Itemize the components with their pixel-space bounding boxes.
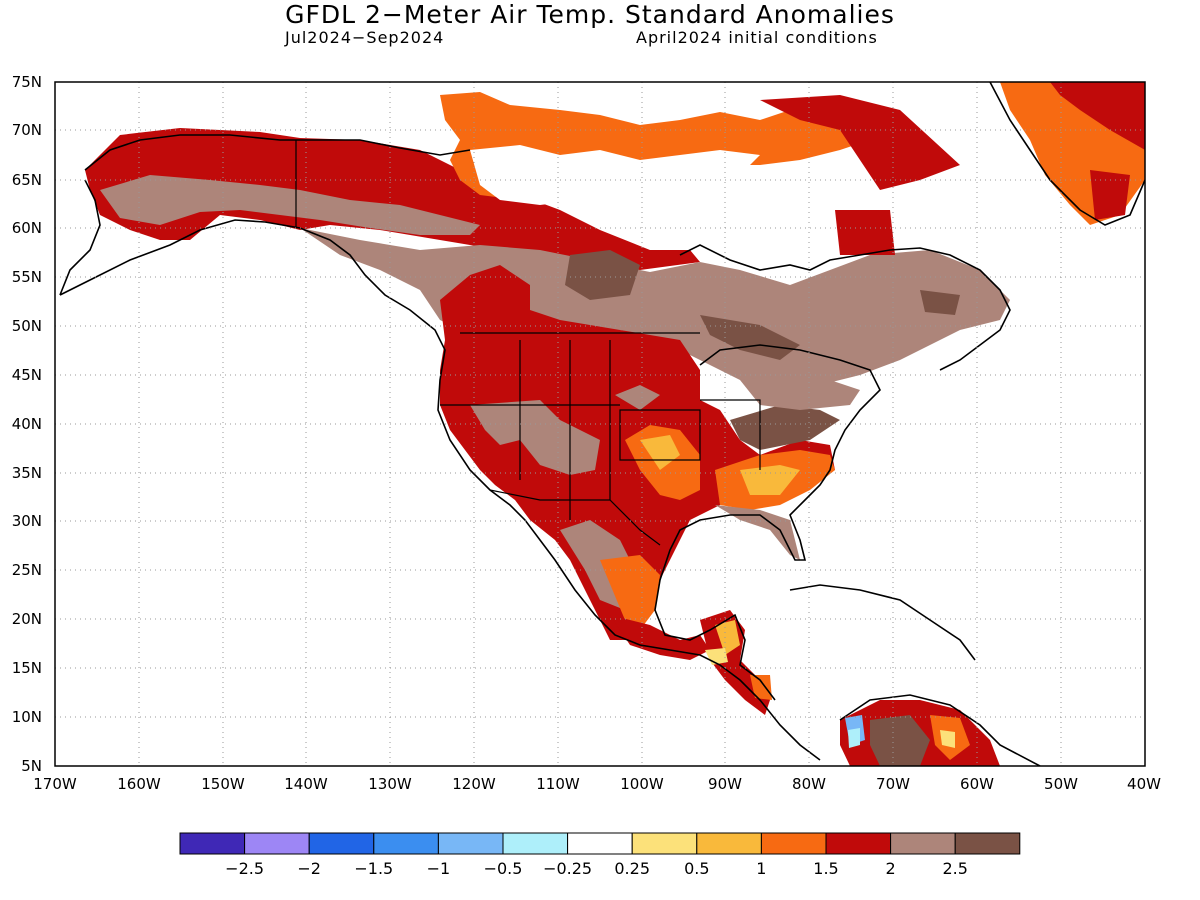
colorbar-swatch bbox=[696, 832, 762, 855]
colorbar-swatches bbox=[179, 832, 1021, 855]
initial-conditions: April2024 initial conditions bbox=[636, 28, 878, 47]
colorbar-swatch bbox=[954, 832, 1021, 855]
colorbar-label: −0.5 bbox=[484, 859, 523, 878]
colorbar-swatch bbox=[567, 832, 633, 855]
colorbar-label: 2.5 bbox=[942, 859, 967, 878]
lon-label: 130W bbox=[368, 775, 412, 793]
lon-label: 150W bbox=[201, 775, 245, 793]
colorbar-label: 0.25 bbox=[614, 859, 650, 878]
anomaly-region-canada bbox=[300, 228, 1010, 390]
forecast-period: Jul2024−Sep2024 bbox=[285, 28, 445, 47]
anomaly-region-alaska bbox=[85, 128, 700, 270]
lat-label: 45N bbox=[12, 366, 42, 384]
colorbar-label: −2.5 bbox=[225, 859, 264, 878]
lon-label: 50W bbox=[1044, 775, 1078, 793]
lon-label: 160W bbox=[117, 775, 161, 793]
colorbar-label: 2 bbox=[886, 859, 896, 878]
map-plot-area bbox=[55, 82, 1145, 766]
lon-label: 60W bbox=[960, 775, 994, 793]
colorbar-label: 0.5 bbox=[684, 859, 709, 878]
lat-label: 40N bbox=[12, 415, 42, 433]
colorbar-swatch bbox=[373, 832, 439, 855]
lat-label: 10N bbox=[12, 708, 42, 726]
lon-label: 110W bbox=[536, 775, 580, 793]
colorbar-swatch bbox=[631, 832, 698, 855]
colorbar-swatch bbox=[308, 832, 375, 855]
lat-label: 55N bbox=[12, 268, 42, 286]
lat-label: 20N bbox=[12, 610, 42, 628]
lat-label: 35N bbox=[12, 464, 42, 482]
map-frame bbox=[54, 81, 1146, 767]
lon-label: 100W bbox=[620, 775, 664, 793]
anomaly-region-central-america bbox=[700, 610, 770, 715]
colorbar-label: −0.25 bbox=[543, 859, 592, 878]
lon-label: 120W bbox=[452, 775, 496, 793]
colorbar-label: −2 bbox=[297, 859, 321, 878]
colorbar-label: −1.5 bbox=[354, 859, 393, 878]
colorbar-swatch bbox=[179, 832, 246, 855]
lat-label: 70N bbox=[12, 121, 42, 139]
colorbar-swatch bbox=[825, 832, 892, 855]
colorbar-swatch bbox=[437, 832, 504, 855]
lon-label: 80W bbox=[792, 775, 826, 793]
colorbar: −2.5 −2 −1.5 −1 −0.5 −0.25 0.25 0.5 1 1.5 2 2.5 bbox=[179, 832, 1021, 878]
colorbar-swatch bbox=[890, 832, 956, 855]
lat-label: 60N bbox=[12, 219, 42, 237]
latitude-axis: 75N 70N 65N 60N 55N 50N 45N 40N 35N 30N … bbox=[12, 73, 42, 775]
anomaly-field bbox=[85, 82, 1145, 766]
political-borders bbox=[295, 140, 761, 546]
lon-label: 170W bbox=[33, 775, 77, 793]
colorbar-label: 1.5 bbox=[813, 859, 838, 878]
lat-label: 75N bbox=[12, 73, 42, 91]
lon-label: 140W bbox=[284, 775, 328, 793]
lat-label: 5N bbox=[21, 757, 42, 775]
lat-label: 15N bbox=[12, 659, 42, 677]
colorbar-label: 1 bbox=[756, 859, 766, 878]
lat-label: 65N bbox=[12, 171, 42, 189]
coastlines bbox=[59, 82, 1145, 766]
colorbar-swatch bbox=[760, 832, 827, 855]
lat-label: 25N bbox=[12, 561, 42, 579]
map-title: GFDL 2−Meter Air Temp. Standard Anomalie… bbox=[285, 0, 895, 29]
lat-label: 30N bbox=[12, 512, 42, 530]
colorbar-swatch bbox=[244, 832, 310, 855]
longitude-axis: 170W 160W 150W 140W 130W 120W 110W 100W … bbox=[33, 775, 1161, 793]
map-grid bbox=[55, 82, 1145, 766]
lon-label: 90W bbox=[708, 775, 742, 793]
colorbar-swatch bbox=[502, 832, 569, 855]
colorbar-labels: −2.5 −2 −1.5 −1 −0.5 −0.25 0.25 0.5 1 1.5 2 2.5 bbox=[225, 859, 968, 878]
lon-label: 70W bbox=[876, 775, 910, 793]
lat-label: 50N bbox=[12, 317, 42, 335]
lon-label: 40W bbox=[1127, 775, 1161, 793]
colorbar-label: −1 bbox=[427, 859, 451, 878]
